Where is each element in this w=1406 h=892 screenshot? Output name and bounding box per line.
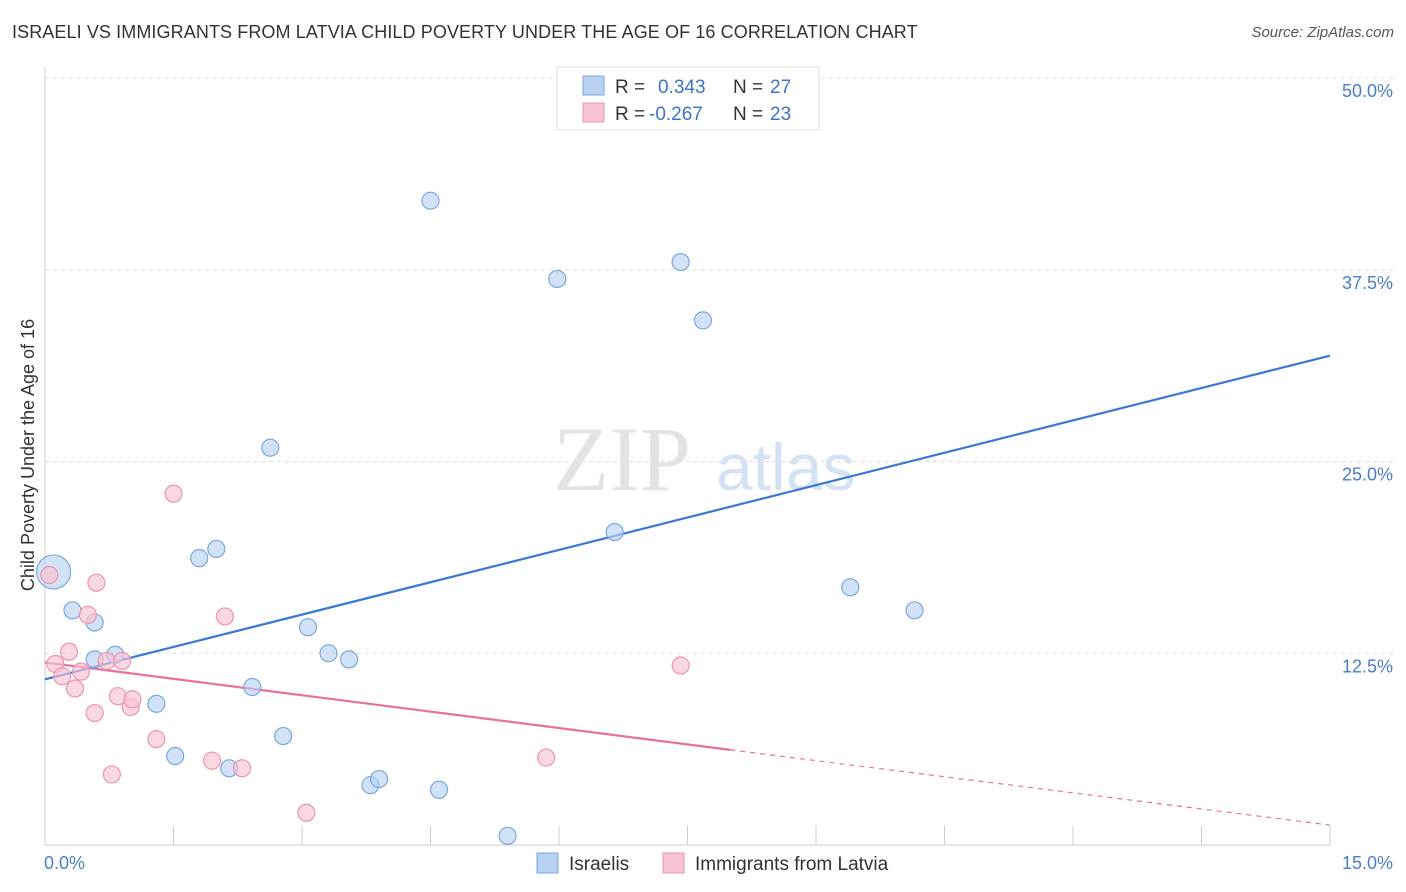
- data-points: [35, 191, 924, 845]
- x-tick-label-max: 15.0%: [1342, 853, 1393, 873]
- trend-line-latvia: [44, 661, 731, 751]
- chart-title: ISRAELI VS IMMIGRANTS FROM LATVIA CHILD …: [12, 22, 918, 42]
- y-axis-label: Child Poverty Under the Age of 16: [18, 319, 38, 591]
- point-latvia: [297, 803, 316, 822]
- legend-r-label-1: R =: [615, 77, 645, 98]
- y-tick-label: 50.0%: [1342, 81, 1393, 101]
- point-latvia: [671, 656, 690, 675]
- point-latvia: [232, 759, 252, 778]
- legend-r-value-2: -0.267: [649, 104, 703, 125]
- y-tick-label: 37.5%: [1342, 273, 1393, 293]
- trend-line-latvia-extension: [730, 749, 1331, 826]
- point-israelis: [905, 601, 924, 620]
- series-legend-latvia: Immigrants from Latvia: [695, 854, 889, 875]
- x-axis-ticks: [173, 826, 1331, 845]
- point-latvia: [215, 607, 234, 626]
- trend-lines: [44, 354, 1331, 826]
- watermark-zip: ZIP: [553, 408, 691, 510]
- point-latvia: [65, 679, 85, 698]
- point-israelis: [429, 780, 449, 799]
- point-israelis: [841, 578, 860, 597]
- x-tick-label-min: 0.0%: [44, 853, 85, 873]
- point-israelis: [261, 438, 280, 457]
- point-israelis: [319, 644, 338, 663]
- legend-n-label-2: N =: [733, 104, 763, 125]
- legend-n-value-1: 27: [770, 77, 791, 98]
- point-israelis: [370, 769, 389, 789]
- point-latvia: [97, 651, 116, 671]
- point-latvia: [112, 651, 132, 671]
- point-israelis: [671, 252, 690, 272]
- point-latvia: [85, 703, 104, 723]
- correlation-legend: R = 0.343 N = 27 R = -0.267 N = 23: [556, 66, 820, 131]
- point-israelis: [190, 549, 209, 568]
- point-latvia: [53, 667, 72, 686]
- point-latvia: [537, 748, 556, 767]
- point-latvia: [202, 751, 222, 770]
- point-israelis: [298, 618, 318, 637]
- point-israelis: [243, 677, 262, 697]
- gridlines: [45, 77, 1393, 654]
- y-tick-label: 25.0%: [1342, 465, 1393, 485]
- point-latvia: [78, 605, 97, 625]
- point-latvia: [164, 484, 183, 503]
- y-tick-labels: 12.5% 25.0% 37.5% 50.0%: [1342, 81, 1393, 676]
- series-legend-swatch-israelis: [536, 852, 559, 874]
- point-israelis: [693, 311, 713, 330]
- point-latvia: [123, 690, 142, 709]
- point-latvia: [147, 730, 166, 749]
- legend-r-label-2: R =: [615, 104, 645, 125]
- series-legend-swatch-latvia: [662, 852, 685, 874]
- series-legend-israelis: Israelis: [569, 854, 629, 875]
- point-israelis: [147, 694, 166, 713]
- trend-line-israelis: [44, 354, 1331, 681]
- point-latvia: [40, 565, 59, 585]
- point-latvia: [102, 765, 121, 784]
- point-israelis: [63, 601, 82, 620]
- legend-n-label-1: N =: [733, 77, 763, 98]
- point-israelis: [498, 826, 517, 845]
- legend-swatch-latvia: [582, 102, 605, 123]
- point-israelis: [548, 269, 567, 289]
- point-israelis: [340, 650, 359, 669]
- source-label: Source: ZipAtlas.com: [1251, 24, 1394, 41]
- point-latvia: [59, 642, 79, 661]
- point-israelis: [207, 539, 226, 559]
- y-tick-label: 12.5%: [1342, 656, 1393, 676]
- legend-n-value-2: 23: [770, 104, 791, 125]
- point-israelis: [166, 746, 185, 766]
- point-israelis: [605, 522, 624, 542]
- point-latvia: [87, 573, 106, 592]
- point-israelis: [421, 191, 440, 210]
- point-latvia: [71, 662, 91, 681]
- legend-swatch-israelis: [582, 75, 605, 96]
- legend-r-value-1: 0.343: [658, 77, 706, 98]
- series-legend: Israelis Immigrants from Latvia: [536, 852, 889, 875]
- point-israelis: [274, 726, 293, 746]
